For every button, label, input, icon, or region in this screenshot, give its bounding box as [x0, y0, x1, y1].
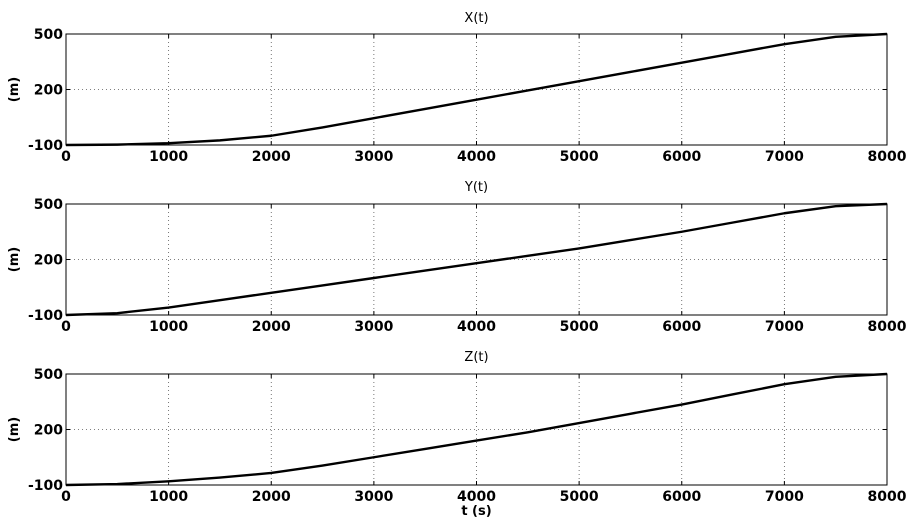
x-tick-label: 6000	[662, 149, 701, 165]
x-tick-label: 6000	[662, 319, 701, 335]
x-tick-label: 5000	[560, 149, 599, 165]
y-tick-label: 200	[34, 83, 63, 99]
x-tick-label: 1000	[149, 149, 188, 165]
subplot-x: 0 1000 2000 3000 4000 5000 6000 7000 8000 -100 200…	[7, 11, 907, 165]
plot-frame	[65, 33, 888, 146]
x-tick-label: 5000	[560, 319, 599, 335]
x-tick-label: 3000	[354, 319, 393, 335]
subplot-z: 0 1000 2000 3000 4000 5000 6000 7000 8000 -100 200…	[7, 350, 907, 519]
y-tick-label: 500	[34, 197, 63, 213]
subplot-y: 0 1000 2000 3000 4000 5000 6000 7000 8000 -100 200…	[7, 180, 907, 335]
x-tick-label: 4000	[457, 489, 496, 505]
y-tick-label: -100	[28, 308, 63, 324]
subplot-title: Y(t)	[464, 180, 488, 195]
y-axis-label: (m)	[7, 77, 22, 102]
y-tick-label: 200	[34, 423, 63, 439]
x-tick-label: 2000	[252, 489, 291, 505]
x-tick-label: 2000	[252, 319, 291, 335]
x-tick-label: 7000	[765, 319, 804, 335]
y-tick-label: 500	[34, 27, 63, 43]
y-tick-label: 500	[34, 367, 63, 383]
y-tick-label: -100	[28, 138, 63, 154]
x-tick-label: 3000	[354, 149, 393, 165]
x-tick-label: 0	[61, 489, 71, 505]
x-tick-label: 4000	[457, 149, 496, 165]
y-axis-label: (m)	[7, 417, 22, 442]
x-tick-label: 6000	[662, 489, 701, 505]
x-tick-label: 4000	[457, 319, 496, 335]
subplot-title: X(t)	[464, 11, 488, 26]
plot-frame	[65, 203, 888, 316]
x-tick-label: 8000	[868, 149, 907, 165]
y-axis-label: (m)	[7, 247, 22, 272]
x-tick-label: 8000	[868, 319, 907, 335]
y-tick-label: -100	[28, 478, 63, 494]
x-tick-label: 7000	[765, 149, 804, 165]
x-axis-label: t (s)	[461, 504, 491, 519]
plot-frame	[65, 373, 888, 486]
x-tick-label: 3000	[354, 489, 393, 505]
x-tick-label: 1000	[149, 489, 188, 505]
x-tick-label: 0	[61, 319, 71, 335]
y-tick-label: 200	[34, 253, 63, 269]
x-tick-label: 0	[61, 149, 71, 165]
subplot-title: Z(t)	[464, 350, 488, 365]
x-tick-label: 2000	[252, 149, 291, 165]
x-tick-label: 5000	[560, 489, 599, 505]
x-tick-label: 8000	[868, 489, 907, 505]
x-tick-label: 7000	[765, 489, 804, 505]
x-tick-label: 1000	[149, 319, 188, 335]
